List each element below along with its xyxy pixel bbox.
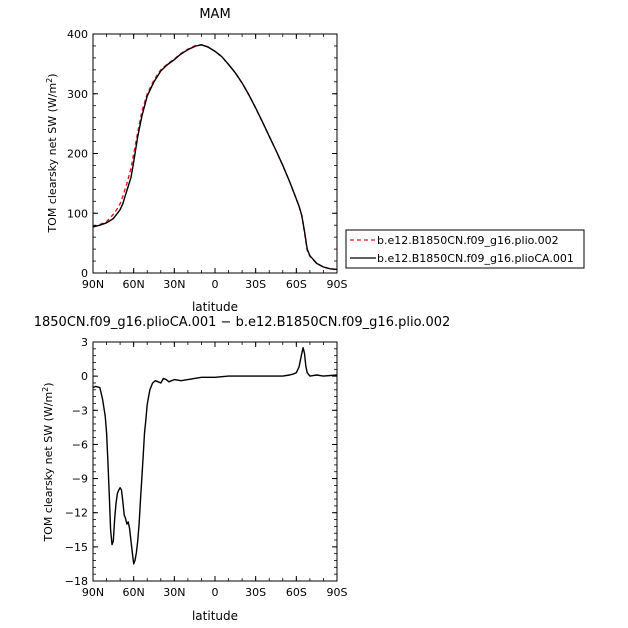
top-x-tick-label: 90S — [327, 278, 348, 291]
top-series-line-0 — [92, 44, 338, 271]
top-y-axis-label-main: TOM clearsky net SW (W/m — [46, 83, 59, 234]
top-x-tick-label: 30N — [163, 278, 185, 291]
bottom-y-tick-label: −15 — [65, 541, 88, 554]
top-x-tick-label: 0 — [212, 278, 219, 291]
bottom-y-tick-label: 3 — [81, 336, 88, 349]
bottom-x-tick-label: 90S — [327, 586, 348, 599]
bottom-chart: 1850CN.f09_g16.plioCA.001 − b.e12.B1850C… — [34, 315, 451, 623]
bottom-series-line-0 — [92, 347, 338, 565]
top-plot-area: 90N 60N 30N 0 30S 60S 90S 0 100 200 300 400 — [67, 28, 348, 291]
top-y-tick-label: 100 — [67, 207, 88, 220]
bottom-x-tick-label: 0 — [212, 586, 219, 599]
bottom-y-tick-label: −12 — [65, 507, 88, 520]
legend-label-pliocA-001: b.e12.B1850CN.f09_g16.plioCA.001 — [377, 252, 574, 265]
top-chart: MAM 90N 60N 30N 0 30S 60S 90S 0 100 200 300 400 lat… — [45, 7, 348, 314]
bottom-y-tick-label: −3 — [72, 404, 88, 417]
top-y-axis-label-tail: ) — [46, 73, 59, 77]
top-x-tick-label: 60S — [286, 278, 307, 291]
bottom-y-axis-label-main: TOM clearsky net SW (W/m — [42, 392, 55, 543]
bottom-y-tick-label: 0 — [81, 370, 88, 383]
top-x-tick-label: 90N — [82, 278, 104, 291]
top-y-tick-label: 0 — [81, 267, 88, 280]
bottom-y-axis-label-sup: 2 — [41, 387, 50, 392]
top-y-tick-label: 200 — [67, 148, 88, 161]
top-y-tick-label: 400 — [67, 28, 88, 41]
top-y-axis-label-sup: 2 — [45, 78, 54, 83]
bottom-x-axis-label: latitude — [192, 609, 238, 623]
top-x-axis-label: latitude — [192, 300, 238, 314]
bottom-x-tick-label: 30S — [245, 586, 266, 599]
bottom-y-axis-label: TOM clearsky net SW (W/m2) — [41, 382, 55, 542]
top-x-tick-label: 60N — [123, 278, 145, 291]
bottom-x-tick-label: 90N — [82, 586, 104, 599]
bottom-y-tick-label: −18 — [65, 575, 88, 588]
bottom-y-tick-label: −6 — [72, 438, 88, 451]
bottom-chart-title: 1850CN.f09_g16.plioCA.001 − b.e12.B1850C… — [34, 315, 451, 330]
top-y-tick-label: 300 — [67, 88, 88, 101]
legend-box — [345, 229, 585, 269]
bottom-x-tick-label: 60N — [123, 586, 145, 599]
top-y-axis-label: TOM clearsky net SW (W/m2) — [45, 73, 59, 233]
bottom-x-tick-label: 60S — [286, 586, 307, 599]
top-x-tick-label: 30S — [245, 278, 266, 291]
bottom-y-axis-label-tail: ) — [42, 382, 55, 386]
bottom-x-tick-label: 30N — [163, 586, 185, 599]
bottom-plot-area: 90N 60N 30N 0 30S 60S 90S 3 0 −3 −6 −9 −12 −15 −18 — [65, 336, 348, 599]
top-plot-frame — [92, 33, 338, 274]
top-series-line-1 — [92, 44, 338, 271]
top-chart-title: MAM — [199, 7, 230, 22]
legend: b.e12.B1850CN.f09_g16.plio.002 b.e12.B18… — [345, 229, 585, 269]
bottom-y-tick-label: −9 — [72, 473, 88, 486]
legend-label-plio-002: b.e12.B1850CN.f09_g16.plio.002 — [377, 234, 559, 247]
